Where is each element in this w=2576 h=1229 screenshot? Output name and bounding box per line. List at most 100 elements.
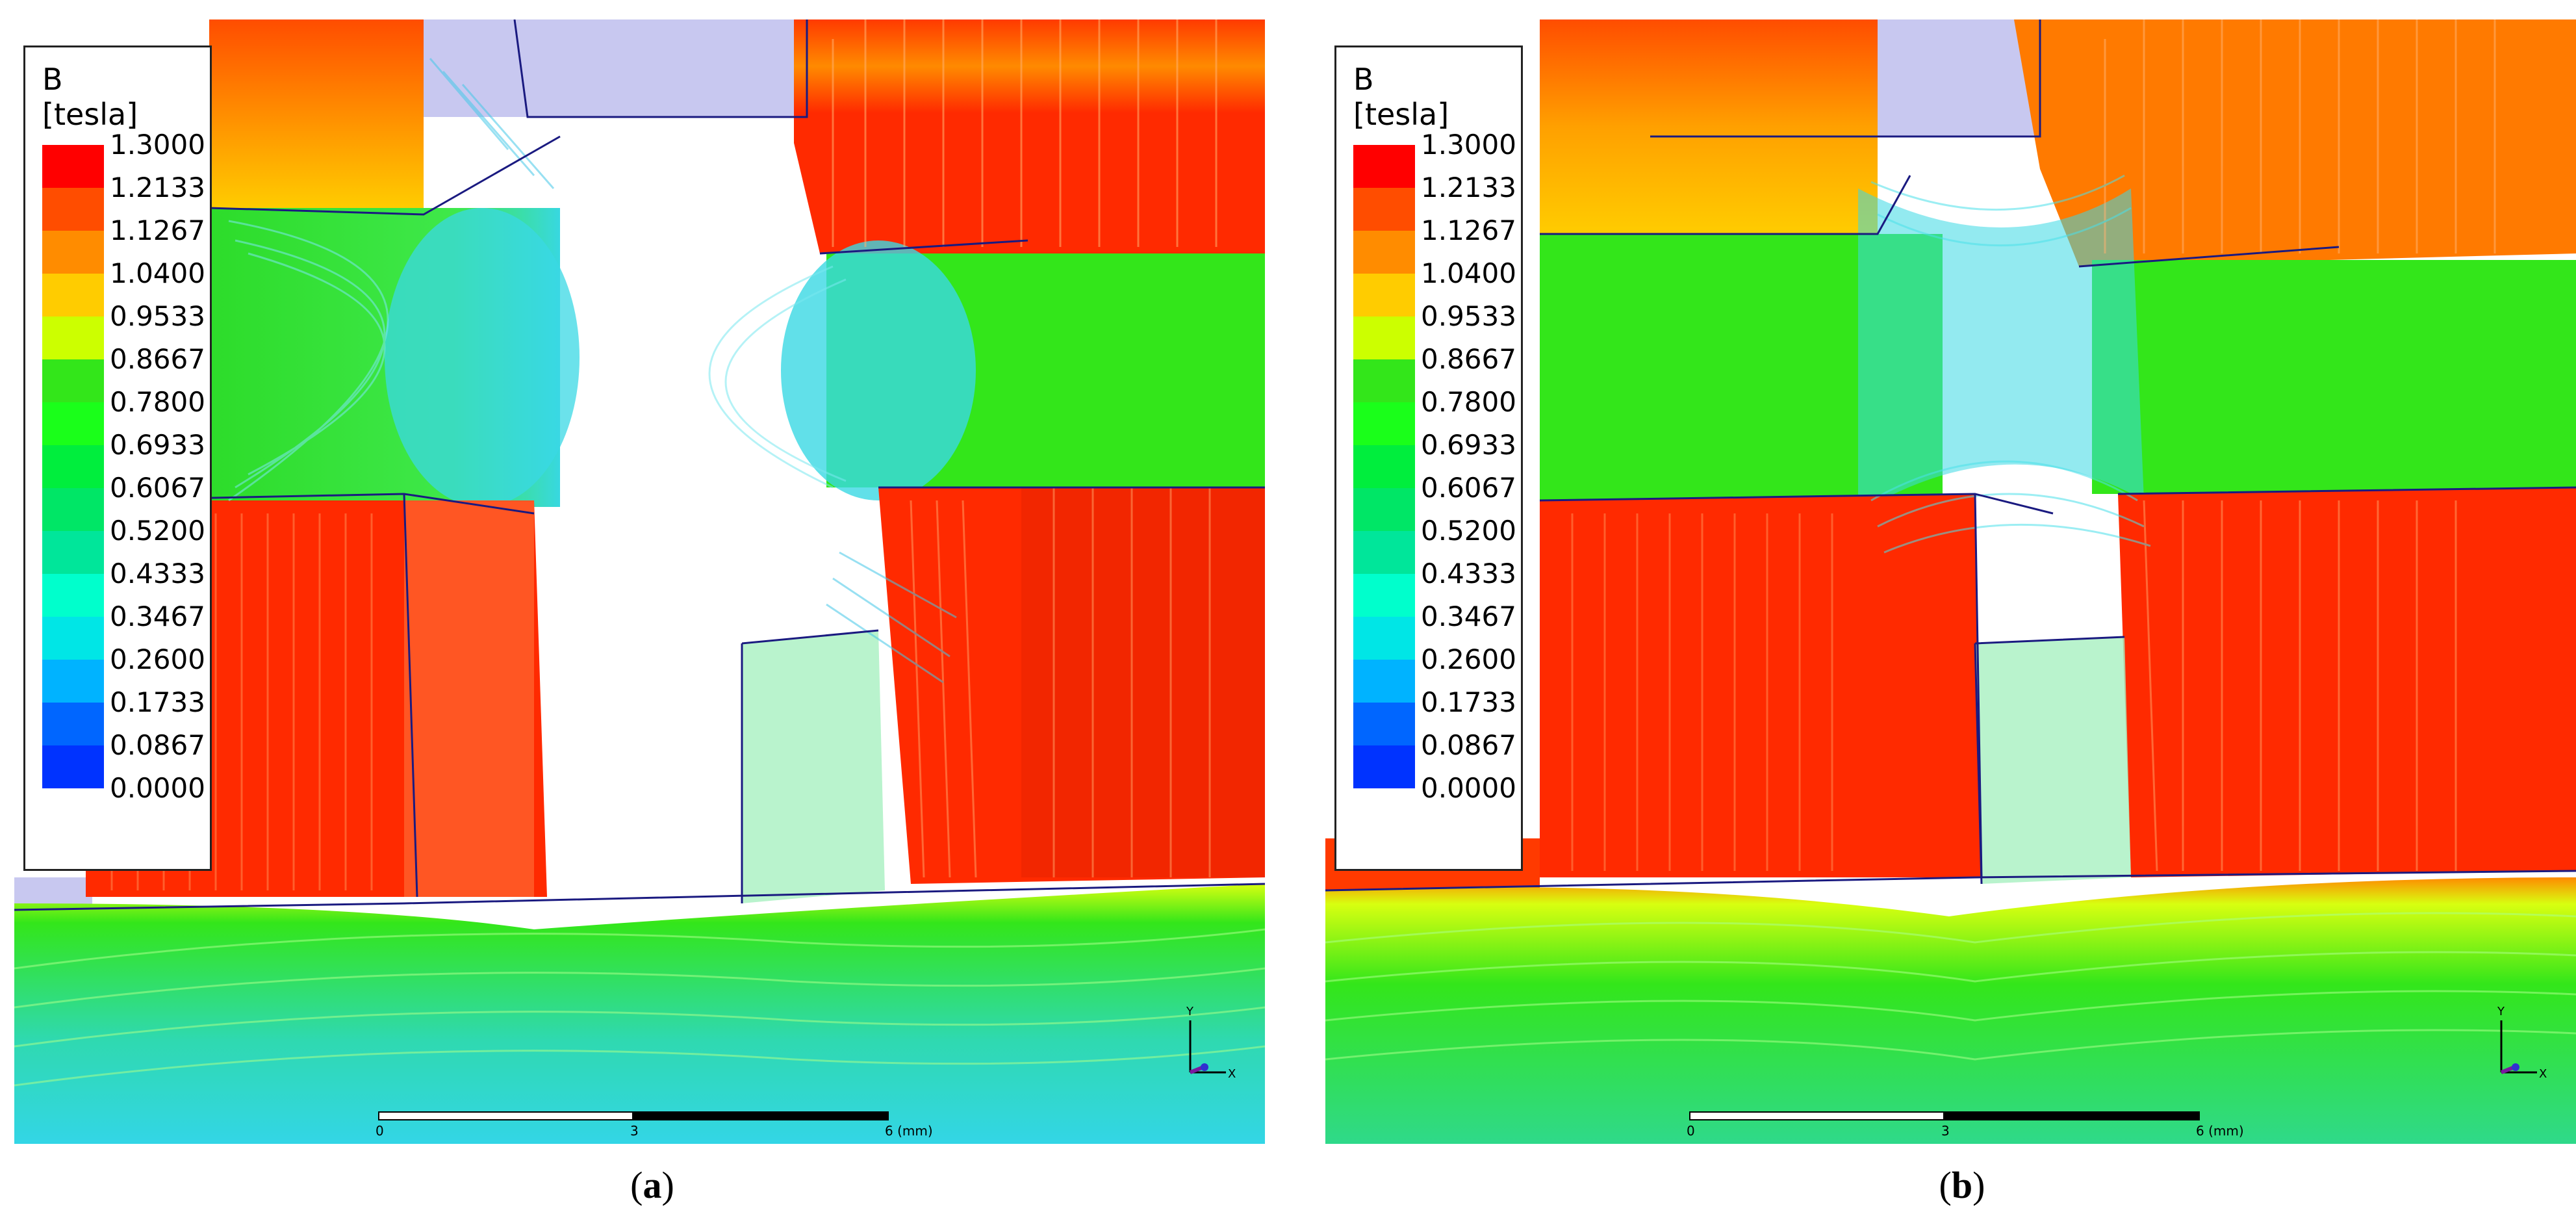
legend-label: 0.6933 <box>110 429 205 461</box>
legend-label: 0.0000 <box>110 772 205 804</box>
legend-swatch <box>1353 703 1415 745</box>
field-plot-panel-b: B [tesla] 1.3000 1.2133 1.1267 1.0400 0.… <box>1325 19 2576 1144</box>
legend-label: 0.7800 <box>1421 386 1516 418</box>
legend-swatch <box>42 574 104 617</box>
legend-swatch <box>42 402 104 445</box>
legend-swatch <box>42 274 104 317</box>
legend-swatch <box>1353 574 1415 617</box>
transparent-green-block <box>1975 637 2131 884</box>
legend-label: 1.1267 <box>1421 214 1516 246</box>
legend-swatch <box>1353 274 1415 317</box>
field-lines-scene <box>1325 19 2576 1144</box>
core-top-left <box>209 19 424 208</box>
panel-caption-b: (b) <box>1939 1164 1985 1206</box>
legend-label: 0.9533 <box>1421 300 1516 332</box>
legend-label: 1.3000 <box>1421 129 1516 161</box>
panel-caption-a: (a) <box>630 1164 674 1206</box>
field-arc-left <box>385 208 580 507</box>
panel-letter: b <box>1951 1164 1973 1206</box>
legend-swatch <box>1353 402 1415 445</box>
legend-label: 0.6067 <box>110 472 205 504</box>
legend-label: 0.2600 <box>110 643 205 675</box>
color-legend: B [tesla] 1.3000 1.2133 1.1267 1.0400 0.… <box>1334 45 1523 871</box>
core-bottom-yoke <box>1325 877 2576 1144</box>
core-top-left <box>1540 19 1878 234</box>
core-bottom-left <box>1540 494 1982 877</box>
scale-bar-black-segment <box>633 1111 889 1120</box>
scale-bar-tick: 0 <box>376 1123 384 1139</box>
legend-swatch <box>42 317 104 359</box>
legend-unit: [tesla] <box>1353 97 1449 132</box>
legend-swatch <box>42 188 104 231</box>
legend-label: 0.8667 <box>1421 343 1516 375</box>
scale-bar-black-segment <box>1945 1111 2200 1120</box>
legend-unit: [tesla] <box>42 97 138 132</box>
legend-label: 0.8667 <box>110 343 205 375</box>
field-arc-gap <box>1858 188 2144 513</box>
legend-swatch <box>1353 531 1415 574</box>
transparent-green-block <box>742 630 885 903</box>
scale-bar-white-segment <box>378 1111 633 1120</box>
legend-title: B <box>1353 62 1374 97</box>
legend-label: 0.4333 <box>1421 558 1516 589</box>
streamlines <box>14 19 1265 1087</box>
legend-swatches <box>42 145 104 788</box>
legend-swatch <box>42 359 104 402</box>
legend-label: 0.5200 <box>110 515 205 547</box>
legend-swatch <box>1353 488 1415 531</box>
legend-labels: 1.3000 1.2133 1.1267 1.0400 0.9533 0.866… <box>1421 131 1516 817</box>
legend-title: B <box>42 62 63 97</box>
scale-bar: 0 3 6 (mm) <box>376 1111 933 1144</box>
legend-swatch <box>1353 445 1415 488</box>
legend-label: 0.2600 <box>1421 643 1516 675</box>
axis-y-label: Y <box>2497 1005 2505 1018</box>
scale-bar-tick: 3 <box>1941 1123 1950 1139</box>
legend-swatch <box>1353 188 1415 231</box>
legend-label: 0.9533 <box>110 300 205 332</box>
field-lines-scene <box>14 19 1265 1144</box>
legend-label: 0.0000 <box>1421 772 1516 804</box>
legend-swatch <box>42 745 104 788</box>
panel-letter: a <box>643 1164 662 1206</box>
color-legend: B [tesla] 1.3000 1.2133 1.1267 1.0400 0.… <box>23 45 212 871</box>
legend-label: 1.2133 <box>1421 172 1516 203</box>
legend-swatch <box>1353 317 1415 359</box>
scale-bar: 0 3 6 (mm) <box>1687 1111 2244 1144</box>
scale-bar-tick: 0 <box>1687 1123 1695 1139</box>
legend-swatch <box>1353 145 1415 188</box>
legend-label: 0.3467 <box>1421 601 1516 632</box>
axis-x-label: X <box>1228 1067 1236 1081</box>
legend-label: 0.1733 <box>1421 686 1516 718</box>
legend-label: 0.0867 <box>110 729 205 761</box>
core-top-right <box>2014 19 2576 266</box>
streamlines <box>1325 19 2576 1061</box>
core-bottom-right <box>2118 487 2576 877</box>
legend-swatch <box>1353 231 1415 274</box>
legend-label: 0.0867 <box>1421 729 1516 761</box>
legend-swatch <box>1353 359 1415 402</box>
field-plot-panel-a: B [tesla] 1.3000 1.2133 1.1267 1.0400 0.… <box>14 19 1265 1144</box>
field-arc-right <box>781 240 976 500</box>
legend-swatch <box>1353 617 1415 660</box>
core-bottom-right-dark <box>1021 487 1265 877</box>
legend-label: 1.0400 <box>1421 257 1516 289</box>
legend-label: 1.0400 <box>110 257 205 289</box>
legend-swatch <box>42 703 104 745</box>
legend-label: 1.3000 <box>110 129 205 161</box>
core-bottom-left-overlay <box>404 500 534 897</box>
legend-label: 0.3467 <box>110 601 205 632</box>
geometry-edges <box>14 19 1265 911</box>
legend-swatches <box>1353 145 1415 788</box>
legend-label: 0.6067 <box>1421 472 1516 504</box>
legend-swatch <box>42 488 104 531</box>
scale-bar-white-segment <box>1689 1111 1945 1120</box>
legend-labels: 1.3000 1.2133 1.1267 1.0400 0.9533 0.866… <box>110 131 205 817</box>
legend-label: 0.4333 <box>110 558 205 589</box>
axis-triad-icon: Y X <box>2497 1005 2547 1081</box>
scale-bar-tick: 6 (mm) <box>885 1123 933 1139</box>
axis-x-label: X <box>2539 1067 2547 1081</box>
legend-swatch <box>1353 660 1415 703</box>
legend-label: 1.2133 <box>110 172 205 203</box>
axis-y-label: Y <box>1186 1005 1194 1018</box>
legend-swatch <box>42 445 104 488</box>
